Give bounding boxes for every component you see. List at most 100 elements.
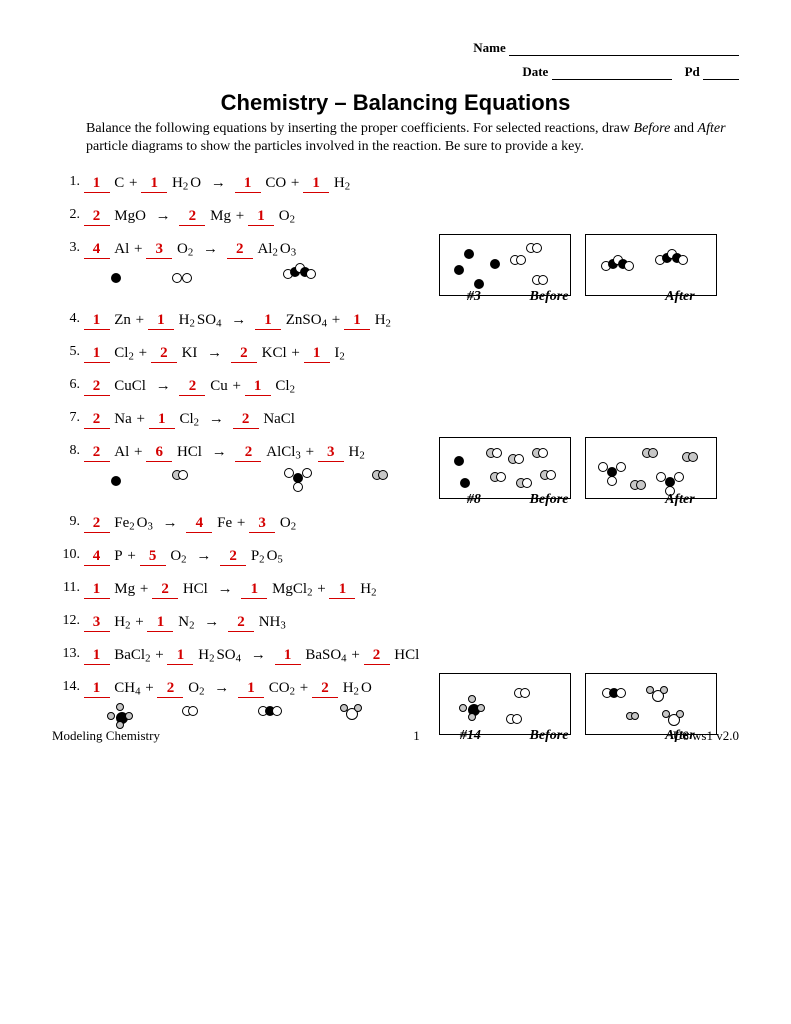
particle-diagram xyxy=(439,673,739,735)
equation-number: 10. xyxy=(52,547,80,563)
pd-blank xyxy=(703,66,739,80)
instr-pre: Balance the following equations by inser… xyxy=(86,121,634,136)
species: H2 xyxy=(334,175,350,191)
footer-left: Modeling Chemistry xyxy=(52,728,160,744)
equation-row: 10. 4 P + 5 O2 → 2 P2O5 xyxy=(52,547,739,566)
equation: 1 BaCl2 + 1 H2SO4 → 1 BaSO4 + 2 HCl xyxy=(84,646,421,665)
before-box xyxy=(439,234,571,296)
equation: 4 P + 5 O2 → 2 P2O5 xyxy=(84,547,284,566)
species: Zn xyxy=(114,312,131,328)
pd-label: Pd xyxy=(685,64,700,79)
header-name-line: Name xyxy=(52,40,739,56)
arrow-icon: → xyxy=(211,174,226,191)
species: CO xyxy=(265,175,286,191)
coefficient: 1 xyxy=(167,647,193,665)
species: O3 xyxy=(137,515,153,531)
diagram-labels: #3 Before After xyxy=(439,289,739,305)
coefficient: 1 xyxy=(241,581,267,599)
species: KI xyxy=(182,345,198,361)
instr-after: After xyxy=(698,121,726,136)
equation: 1 Zn + 1 H2SO4 → 1 ZnSO4 + 1 H2 xyxy=(84,311,392,330)
species: HCl xyxy=(177,444,202,460)
equation: 2 Al + 6 HCl → 2 AlCl3 + 3 H2 xyxy=(84,443,366,462)
date-label: Date xyxy=(522,64,548,79)
equation-row: 5. 1 Cl2 + 2 KI → 2 KCl + 1 I2 xyxy=(52,344,739,363)
coefficient: 1 xyxy=(149,411,175,429)
species: O3 xyxy=(280,241,296,257)
equation-number: 7. xyxy=(52,410,80,426)
coefficient: 1 xyxy=(148,312,174,330)
equation-number: 6. xyxy=(52,377,80,393)
before-label: Before xyxy=(490,289,608,305)
equation-row: 11. 1 Mg + 2 HCl → 1 MgCl2 + 1 H2 xyxy=(52,580,739,599)
coefficient: 2 xyxy=(84,411,110,429)
arrow-icon: → xyxy=(207,344,222,361)
coefficient: 5 xyxy=(140,548,166,566)
species: Cu xyxy=(210,378,228,394)
coefficient: 2 xyxy=(152,581,178,599)
species: Mg xyxy=(210,208,231,224)
coefficient: 1 xyxy=(84,312,110,330)
coefficient: 1 xyxy=(303,175,329,193)
species: O2 xyxy=(170,548,186,564)
coefficient: 2 xyxy=(312,680,338,698)
species: CO2 xyxy=(269,680,295,696)
species: Cl2 xyxy=(179,411,199,427)
coefficient: 2 xyxy=(179,208,205,226)
instructions: Balance the following equations by inser… xyxy=(86,120,739,156)
header-date-line: Date Pd xyxy=(52,64,739,80)
coefficient: 2 xyxy=(151,345,177,363)
coefficient: 1 xyxy=(84,345,110,363)
arrow-icon: → xyxy=(218,580,233,597)
species: Al xyxy=(114,241,129,257)
coefficient: 1 xyxy=(245,378,271,396)
equation-number: 5. xyxy=(52,344,80,360)
name-blank xyxy=(509,42,739,56)
coefficient: 1 xyxy=(84,175,110,193)
species: O2 xyxy=(279,208,295,224)
arrow-icon: → xyxy=(231,311,246,328)
page-title: Chemistry – Balancing Equations xyxy=(52,90,739,116)
diagram-labels: #8 Before After xyxy=(439,492,739,508)
species: H2 xyxy=(375,312,391,328)
equation: 2 Na + 1 Cl2 → 2 NaCl xyxy=(84,410,296,429)
species: C xyxy=(114,175,124,191)
species: BaCl2 xyxy=(114,647,150,663)
after-box xyxy=(585,437,717,499)
equation-row: 6. 2 CuCl → 2 Cu + 1 Cl2 xyxy=(52,377,739,396)
equation-number: 3. xyxy=(52,240,80,256)
equation: 4 Al + 3 O2 → 2 Al2O3 xyxy=(84,240,298,259)
footer: Modeling Chemistry 1 U6 ws1 v2.0 xyxy=(52,728,739,744)
species: NH3 xyxy=(259,614,286,630)
species: H2 xyxy=(343,680,359,696)
species: KCl xyxy=(262,345,287,361)
species: H2 xyxy=(114,614,130,630)
equation-row: 9. 2 Fe2O3 → 4 Fe + 3 O2 xyxy=(52,514,739,533)
coefficient: 1 xyxy=(235,175,261,193)
equation-row: 3. 4 Al + 3 O2 → 2 Al2O3 xyxy=(52,240,739,259)
equation-number: 4. xyxy=(52,311,80,327)
coefficient: 1 xyxy=(304,345,330,363)
before-label: Before xyxy=(490,492,608,508)
species: H2 xyxy=(179,312,195,328)
arrow-icon: → xyxy=(203,240,218,257)
coefficient: 2 xyxy=(157,680,183,698)
date-blank xyxy=(552,66,672,80)
equation-number: 13. xyxy=(52,646,80,662)
species: Fe2 xyxy=(114,515,134,531)
coefficient: 1 xyxy=(84,680,110,698)
species: O xyxy=(190,175,201,191)
equation-number: 9. xyxy=(52,514,80,530)
arrow-icon: → xyxy=(204,613,219,630)
species: HCl xyxy=(394,647,419,663)
coefficient: 2 xyxy=(228,614,254,632)
equation: 1 Mg + 2 HCl → 1 MgCl2 + 1 H2 xyxy=(84,580,378,599)
species: SO4 xyxy=(197,312,222,328)
coefficient: 4 xyxy=(84,548,110,566)
coefficient: 2 xyxy=(179,378,205,396)
species: Al2 xyxy=(257,241,277,257)
particle-diagram xyxy=(439,437,739,499)
species: I2 xyxy=(334,345,344,361)
after-label: After xyxy=(621,289,739,305)
coefficient: 2 xyxy=(364,647,390,665)
